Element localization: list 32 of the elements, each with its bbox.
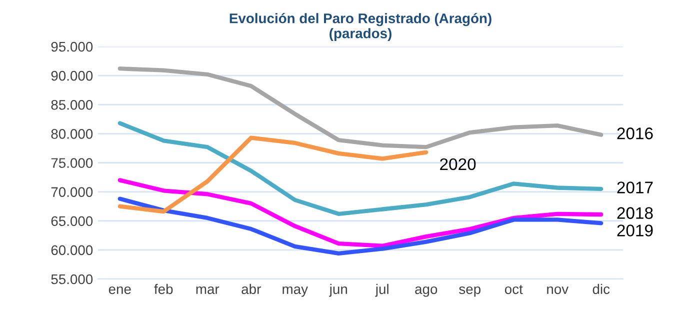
x-tick-label: abr [242,284,261,294]
x-tick-label: dic [592,284,610,294]
line-series [118,66,604,150]
y-tick-label: 95.000 [51,42,93,52]
chart-title: Evolución del Paro Registrado (Aragón) (parados) [230,12,492,42]
y-tick-label: 90.000 [51,70,93,81]
series-label: 2018 [617,207,653,219]
y-tick-label: 75.000 [51,158,93,168]
x-tick-label: ene [108,286,131,294]
line-series [118,196,604,256]
x-tick-label: oct [504,284,523,294]
x-tick-label: jul [375,284,388,297]
x-tick-label: may [282,286,308,297]
series-label: 2019 [617,224,653,236]
series-label: 2020 [440,158,476,170]
x-tick-label: feb [154,284,173,294]
y-tick-label: 60.000 [51,245,93,256]
x-tick-label: nov [547,286,569,294]
series-label: 2016 [617,128,653,140]
x-tick-label: ago [415,286,438,297]
y-tick-label: 65.000 [51,216,93,226]
x-tick-label: sep [459,286,480,297]
y-tick-label: 85.000 [51,100,93,110]
x-tick-label: jun [329,284,347,297]
series-label: 2017 [617,182,653,194]
y-tick-label: 70.000 [51,187,93,197]
y-tick-label: 80.000 [51,129,93,139]
line-series [118,121,604,216]
y-tick-label: 55.000 [51,274,93,284]
line-series [118,136,428,214]
x-tick-label: mar [196,286,220,294]
line-series [118,178,604,248]
